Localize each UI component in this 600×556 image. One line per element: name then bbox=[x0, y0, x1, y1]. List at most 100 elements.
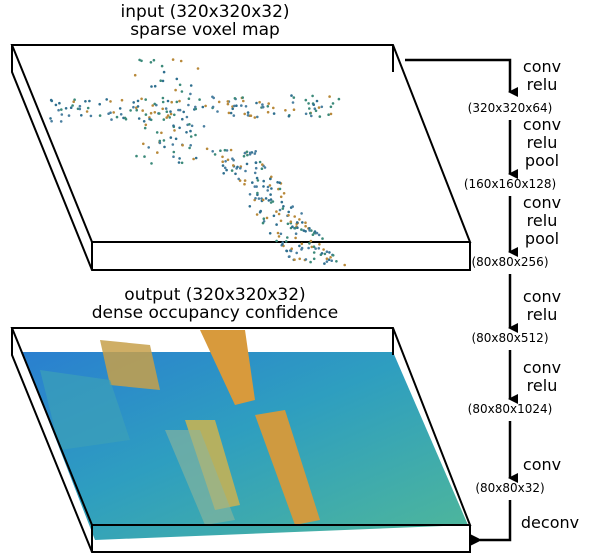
voxel bbox=[165, 116, 168, 119]
voxel bbox=[254, 166, 258, 170]
voxel bbox=[291, 205, 295, 208]
voxel bbox=[262, 179, 266, 183]
voxel bbox=[300, 212, 303, 215]
voxel bbox=[156, 151, 159, 154]
voxel bbox=[304, 230, 307, 233]
voxel bbox=[256, 179, 260, 182]
voxel bbox=[244, 169, 247, 173]
output-title: output (320x320x32) bbox=[124, 285, 305, 305]
voxel bbox=[194, 156, 198, 160]
voxel bbox=[60, 113, 64, 116]
input-volume bbox=[10, 44, 472, 271]
voxel bbox=[263, 166, 267, 169]
voxel bbox=[187, 103, 190, 107]
voxel bbox=[170, 100, 173, 104]
voxel bbox=[328, 251, 331, 254]
voxel bbox=[304, 112, 308, 116]
voxel bbox=[232, 164, 235, 167]
voxel bbox=[270, 187, 273, 190]
voxel bbox=[272, 112, 276, 115]
voxel bbox=[136, 105, 140, 108]
voxel bbox=[293, 215, 297, 218]
voxel bbox=[236, 165, 239, 169]
voxel bbox=[310, 245, 314, 249]
voxel bbox=[285, 249, 288, 253]
voxel bbox=[217, 100, 221, 104]
tensor-shape: (80x80x512) bbox=[471, 331, 548, 345]
voxel bbox=[190, 124, 194, 128]
voxel bbox=[296, 226, 299, 229]
voxel bbox=[304, 258, 308, 261]
voxel bbox=[325, 250, 329, 253]
voxel bbox=[311, 94, 314, 98]
voxel bbox=[155, 131, 159, 134]
voxel bbox=[143, 155, 146, 158]
voxel bbox=[166, 99, 170, 103]
voxel bbox=[192, 157, 195, 161]
voxel bbox=[180, 90, 184, 93]
voxel bbox=[169, 110, 172, 113]
voxel bbox=[317, 106, 321, 109]
voxel bbox=[226, 158, 230, 162]
tensor-shape: (80x80x256) bbox=[471, 255, 548, 269]
voxel bbox=[243, 151, 247, 155]
voxel bbox=[231, 107, 234, 111]
voxel bbox=[80, 114, 83, 117]
tensor-shape: (160x160x128) bbox=[464, 177, 556, 191]
side-edges bbox=[11, 45, 471, 271]
voxel bbox=[142, 142, 145, 146]
voxel bbox=[237, 177, 240, 181]
voxel bbox=[178, 99, 181, 103]
top-face bbox=[10, 44, 472, 243]
input-subtitle: sparse voxel map bbox=[130, 20, 280, 40]
voxel bbox=[256, 193, 259, 197]
voxel bbox=[323, 262, 326, 265]
voxel bbox=[201, 105, 205, 109]
voxel bbox=[86, 106, 90, 110]
voxel bbox=[194, 105, 197, 109]
voxel bbox=[261, 163, 264, 166]
voxel bbox=[172, 124, 175, 127]
voxel bbox=[73, 98, 76, 101]
voxel bbox=[164, 107, 168, 110]
voxel bbox=[123, 116, 127, 120]
voxel bbox=[172, 150, 176, 154]
voxel bbox=[105, 98, 108, 101]
tensor-shape: (320x320x64) bbox=[468, 101, 553, 115]
structure bbox=[255, 410, 320, 525]
voxel bbox=[254, 197, 257, 200]
operation: pool bbox=[525, 151, 559, 170]
voxel bbox=[272, 106, 275, 110]
voxel bbox=[175, 100, 179, 104]
voxel bbox=[291, 101, 295, 104]
voxel bbox=[230, 169, 234, 172]
voxel bbox=[194, 133, 197, 137]
voxel bbox=[222, 172, 225, 175]
voxel bbox=[322, 248, 325, 251]
voxel bbox=[248, 151, 252, 155]
voxel bbox=[162, 118, 166, 121]
voxel bbox=[67, 114, 71, 117]
output-volume bbox=[10, 327, 472, 553]
voxel bbox=[221, 155, 224, 159]
voxel bbox=[135, 154, 138, 158]
voxel bbox=[254, 161, 258, 164]
voxel bbox=[129, 109, 132, 112]
voxel bbox=[60, 108, 63, 111]
voxel bbox=[295, 221, 299, 224]
voxel bbox=[49, 117, 52, 120]
voxel bbox=[109, 100, 112, 103]
voxel bbox=[304, 224, 307, 228]
voxel bbox=[289, 220, 293, 223]
voxel bbox=[261, 103, 264, 106]
voxel bbox=[317, 233, 321, 237]
voxel bbox=[262, 185, 265, 188]
voxel bbox=[255, 213, 259, 216]
voxel bbox=[256, 191, 259, 195]
voxel bbox=[261, 105, 265, 109]
voxel bbox=[239, 166, 242, 170]
voxel bbox=[205, 147, 209, 151]
voxel bbox=[144, 123, 148, 127]
voxel bbox=[171, 58, 175, 61]
